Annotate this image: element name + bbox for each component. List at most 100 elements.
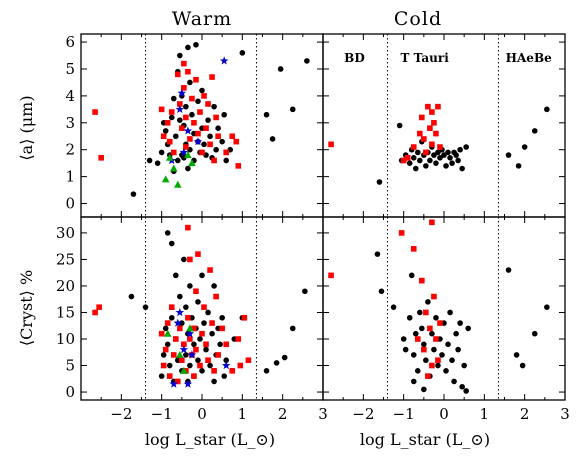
data-point-square [431,293,437,300]
y-tick-label: 6 [65,33,75,51]
data-point-circle [289,106,296,113]
data-point-circle [410,378,417,385]
data-point-square [185,68,191,75]
data-point-circle [183,103,189,110]
x-tick-label: −1 [151,405,173,423]
region-label: T Tauri [400,51,449,65]
y-tick-label: 5 [65,60,75,78]
data-point-circle [195,299,201,305]
data-point-circle [544,304,550,310]
data-point-triangle [180,366,188,374]
data-point-circle [421,341,427,348]
data-point-circle [463,388,469,394]
data-point-square [429,109,435,115]
data-point-circle [390,304,397,310]
data-point-star [221,361,231,370]
data-point-square [209,74,215,80]
data-point-circle [435,362,441,369]
data-point-circle [207,362,213,369]
data-point-circle [414,149,421,156]
data-point-circle [515,163,522,169]
data-point-square [219,325,225,332]
data-point-square [197,109,203,115]
y-tick-label: 30 [56,224,75,242]
y-tick-label: 5 [65,357,75,375]
data-point-square [193,76,199,83]
data-point-circle [441,152,447,158]
data-point-circle [453,152,459,158]
data-point-square [213,293,219,300]
data-point-square [168,304,175,310]
data-point-circle [162,128,169,134]
data-point-square [199,149,205,156]
data-point-square [421,346,427,353]
x-tick-label: 3 [560,405,570,423]
data-point-square [431,120,437,126]
data-point-circle [277,66,284,72]
x-tick-label: 2 [520,405,530,423]
data-point-square [158,330,165,337]
y-tick-label: 25 [56,250,75,268]
data-point-circle [408,272,415,279]
data-point-square [193,288,199,295]
x-tick-label: −2 [110,405,132,423]
data-point-circle [142,304,149,310]
data-point-star [219,56,229,65]
panel-warm-size: 0 1 2 3 4 5 6 [65,33,324,218]
data-point-square [414,336,421,342]
y-tick-label: 10 [56,330,75,348]
data-point-circle [201,320,207,326]
y-tick-label: 0 [65,195,75,213]
y-tick-label: 2 [65,141,75,159]
y-tick-label: 0 [65,383,75,401]
data-point-circle [211,283,217,289]
region-label: HAeBe [506,51,552,65]
data-point-circle [410,352,417,358]
x-tick-label: 2 [278,405,288,423]
data-point-circle [162,325,169,332]
data-point-circle [207,133,213,140]
data-point-square [96,304,102,310]
data-point-square [187,256,193,263]
data-point-triangle [188,159,196,167]
data-point-circle [177,117,183,123]
y-tick-label: 1 [65,168,75,186]
data-point-circle [449,160,455,166]
data-point-circle [465,325,472,332]
data-point-circle [429,330,435,337]
data-point-circle [168,314,175,321]
data-point-circle [459,165,465,172]
data-point-square [419,277,425,284]
data-point-square [205,357,211,364]
data-point-square [433,336,439,342]
data-point-circle [453,330,459,337]
data-point-circle [519,362,526,369]
data-point-square [92,109,98,115]
data-point-triangle [186,324,194,332]
data-point-square [423,309,429,316]
data-point-star [179,147,189,157]
data-point-circle [181,256,187,263]
data-point-circle [521,144,528,150]
data-point-square [175,378,181,385]
data-point-circle [412,165,419,172]
y-tick-label: 20 [56,277,75,295]
data-point-circle [195,357,201,364]
data-point-square [203,125,209,131]
data-point-square [435,357,441,364]
data-point-square [233,138,240,145]
data-point-circle [205,309,211,316]
x-tick-label: 1 [238,405,248,423]
data-point-square [201,304,207,310]
data-point-circle [431,346,437,353]
x-tick-label: 3 [318,405,328,423]
data-point-circle [378,288,385,295]
data-point-square [207,141,213,148]
data-point-circle [505,152,512,158]
data-point-square [211,157,217,164]
data-point-circle [263,111,270,118]
data-point-square [211,368,217,374]
data-point-circle [376,179,383,185]
data-point-triangle [165,153,174,161]
